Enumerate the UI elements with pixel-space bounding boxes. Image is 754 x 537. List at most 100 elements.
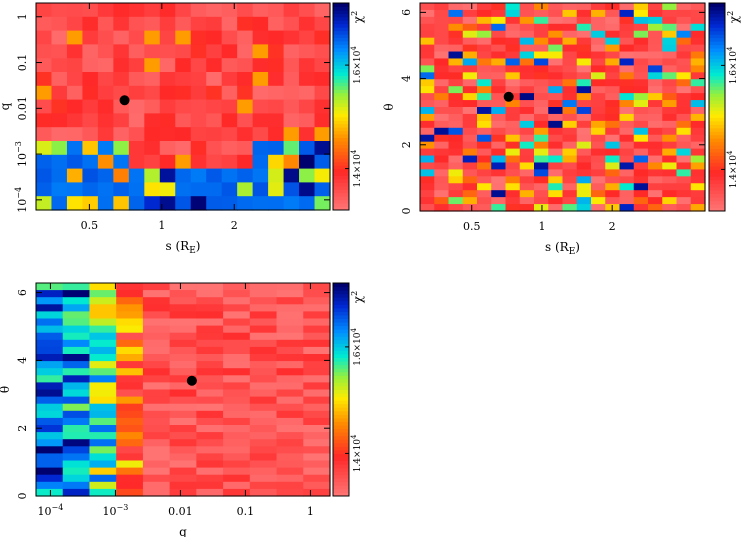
colorbar-segment (709, 82, 725, 87)
heatmap-cell (591, 79, 606, 87)
heatmap-cell (66, 30, 84, 45)
heatmap-cell (252, 154, 269, 170)
colorbar-segment (709, 193, 725, 198)
heatmap-cell (420, 51, 435, 60)
heatmap-cell (249, 375, 278, 383)
colorbar-segment (333, 417, 349, 422)
heatmap-cell (448, 169, 464, 177)
colorbar-segment (333, 137, 349, 142)
heatmap-cell (223, 325, 251, 334)
heatmap-cell (633, 169, 649, 177)
heatmap-cell (519, 134, 535, 143)
colorbar-segment (709, 162, 725, 167)
heatmap-cell (605, 127, 621, 136)
heatmap-cell (477, 86, 492, 94)
heatmap-cell (89, 290, 117, 298)
heatmap-cell (206, 127, 223, 142)
x-tick-label: 2 (609, 220, 616, 233)
heatmap-cell (223, 339, 251, 348)
heatmap-cell (237, 16, 254, 32)
heatmap-cell (491, 176, 507, 184)
heatmap-cell (89, 460, 117, 469)
heatmap-cell (314, 3, 331, 18)
heatmap-cell (116, 332, 144, 341)
heatmap-cell (89, 396, 117, 405)
heatmap-cell (690, 204, 706, 212)
heatmap-cell (676, 162, 692, 170)
heatmap-cell (36, 346, 64, 355)
heatmap-cell (676, 183, 692, 191)
heatmap-cell (142, 488, 171, 497)
heatmap-cell (576, 190, 592, 198)
heatmap-cell (128, 196, 145, 211)
heatmap-cell (648, 44, 663, 53)
heatmap-cell (276, 382, 304, 391)
heatmap-cell (591, 37, 606, 46)
heatmap-cell (548, 3, 564, 11)
heatmap-cell (548, 113, 564, 122)
heatmap-cell (576, 86, 592, 94)
heatmap-cell (36, 481, 64, 490)
heatmap-cell (128, 58, 145, 73)
heatmap-cell (36, 30, 53, 45)
colorbar-segment (333, 144, 349, 149)
heatmap-cell (491, 44, 507, 53)
heatmap-cell (605, 30, 621, 39)
x-axis-label-close: ) (575, 240, 580, 254)
heatmap-cell (519, 72, 535, 80)
heatmap-cell (175, 168, 192, 183)
heatmap-cell (434, 197, 450, 205)
heatmap-cell (62, 283, 91, 291)
heatmap-cell (534, 113, 549, 122)
colorbar-segment (333, 51, 349, 56)
colorbar-segment (333, 120, 349, 125)
heatmap-cell (420, 65, 435, 73)
heatmap-cell (36, 467, 64, 476)
heatmap-cell (462, 134, 478, 143)
heatmap-cell (605, 113, 621, 122)
heatmap-cell (633, 23, 649, 32)
heatmap-cell (36, 297, 64, 305)
colorbar-segment (709, 79, 725, 84)
heatmap-cell (562, 86, 578, 94)
heatmap-cell (196, 446, 224, 454)
colorbar-label: χ2 (350, 291, 365, 303)
heatmap-cell (62, 410, 91, 419)
heatmap-cell (462, 127, 478, 136)
heatmap-cell (690, 72, 706, 80)
heatmap-cell (648, 169, 663, 177)
heatmap-cell (116, 339, 144, 348)
heatmap-cell (116, 481, 144, 490)
heatmap-cell (676, 100, 692, 108)
heatmap-cell (505, 134, 521, 143)
heatmap-cell (62, 361, 91, 369)
colorbar-label: χ2 (726, 11, 741, 23)
colorbar-segment (333, 109, 349, 114)
heatmap-cell (276, 346, 304, 355)
colorbar-tick-label-exp: 4 (350, 46, 358, 51)
colorbar-segment (709, 103, 725, 108)
heatmap-cell (190, 182, 207, 197)
heatmap-cell (548, 100, 564, 108)
heatmap-cell (268, 85, 285, 101)
heatmap-cell (562, 100, 578, 108)
heatmap-cell (314, 72, 331, 87)
heatmap-cell (462, 183, 478, 191)
heatmap-cell (223, 304, 251, 312)
heatmap-cell (142, 304, 171, 312)
heatmap-cell (633, 86, 649, 94)
heatmap-cell (113, 44, 130, 59)
heatmap-cell (548, 30, 564, 39)
heatmap-cell (223, 297, 251, 305)
heatmap-cell (591, 58, 606, 66)
heatmap-cell (169, 467, 197, 476)
heatmap-cell (591, 107, 606, 115)
heatmap-cell (562, 23, 578, 32)
colorbar-segment (333, 127, 349, 132)
heatmap-cell (237, 141, 254, 156)
heatmap-cell (223, 396, 251, 405)
heatmap-cell (591, 162, 606, 170)
heatmap-cell (268, 58, 285, 73)
colorbar-segment (709, 55, 725, 59)
heatmap-cell (252, 182, 269, 197)
